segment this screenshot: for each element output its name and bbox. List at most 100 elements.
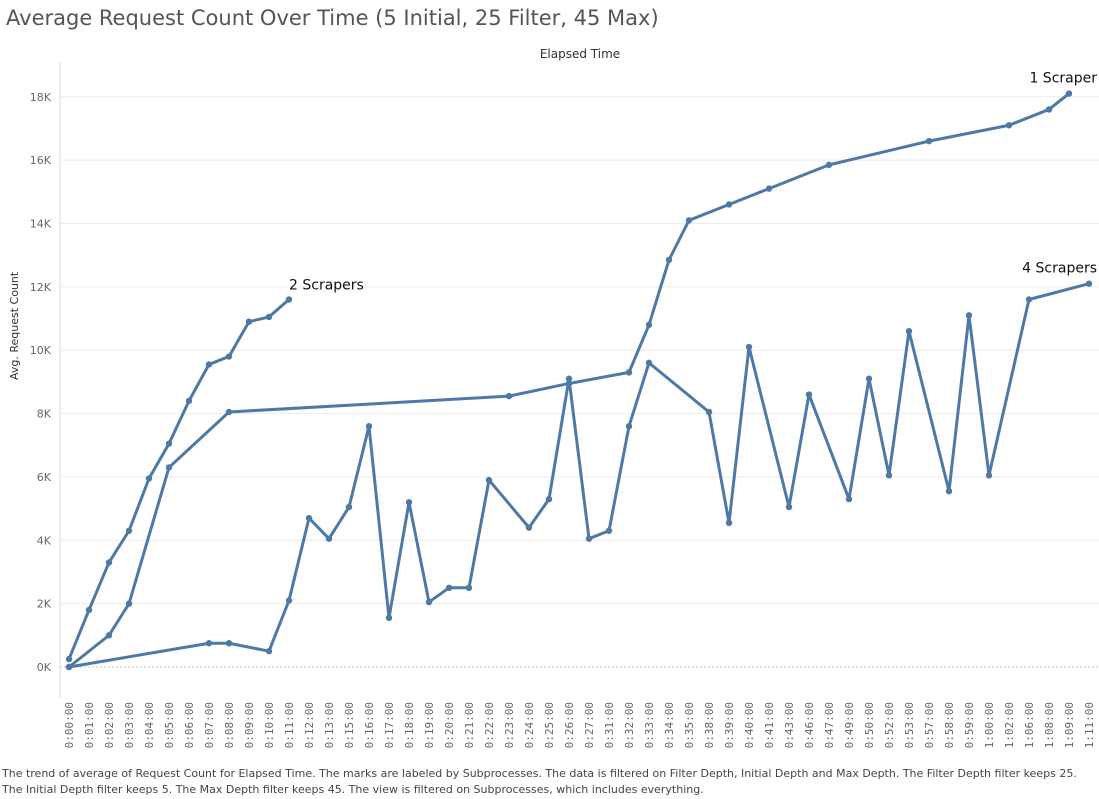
series-line [67, 298, 290, 660]
y-tick-label: 4K [37, 534, 52, 547]
y-tick-label: 16K [30, 154, 52, 167]
x-tick-label: 0:05:00 [163, 702, 176, 748]
x-tick-label: 0:43:00 [783, 702, 796, 748]
x-tick-label: 0:06:00 [183, 702, 196, 748]
data-point [645, 359, 653, 367]
series-line [68, 282, 1090, 669]
x-tick-label: 1:09:00 [1063, 702, 1076, 748]
data-point [125, 600, 133, 607]
x-tick-label: 0:18:00 [403, 702, 416, 748]
data-point [865, 375, 873, 382]
x-tick-label: 1:11:00 [1083, 702, 1096, 748]
data-point [565, 375, 573, 382]
x-tick-label: 0:41:00 [763, 702, 776, 748]
data-point [265, 313, 273, 321]
data-point [905, 327, 913, 335]
x-tick-label: 0:08:00 [223, 702, 236, 748]
data-point [665, 256, 673, 264]
x-tick-label: 0:12:00 [303, 702, 316, 748]
x-tick-label: 0:46:00 [803, 702, 816, 748]
series-label: 1 Scraper [1029, 71, 1097, 87]
data-point [325, 535, 333, 542]
data-point [885, 472, 893, 479]
x-tick-label: 0:26:00 [563, 702, 576, 748]
data-point [945, 487, 953, 495]
data-point [925, 137, 933, 145]
x-tick-label: 0:09:00 [243, 702, 256, 748]
x-tick-label: 0:20:00 [443, 702, 456, 748]
data-point [405, 499, 413, 506]
data-point [425, 598, 433, 606]
x-tick-label: 0:40:00 [743, 702, 756, 748]
data-point [605, 527, 613, 534]
data-point [805, 391, 813, 398]
data-point [765, 185, 773, 192]
x-tick-label: 0:50:00 [863, 702, 876, 748]
x-tick-label: 0:32:00 [623, 702, 636, 748]
x-tick-label: 0:27:00 [583, 702, 596, 748]
x-tick-label: 0:21:00 [463, 702, 476, 748]
x-tick-label: 0:04:00 [143, 702, 156, 748]
data-point [65, 655, 73, 663]
data-point [825, 161, 833, 169]
data-point [445, 584, 453, 591]
data-point [285, 597, 293, 604]
data-point [225, 640, 233, 647]
series-label: 2 Scrapers [289, 278, 364, 294]
data-point [845, 495, 853, 503]
data-point [505, 392, 513, 400]
chart-title: Average Request Count Over Time (5 Initi… [6, 6, 659, 30]
data-point [85, 606, 93, 614]
x-tick-label: 0:17:00 [383, 702, 396, 748]
x-tick-label: 0:59:00 [963, 702, 976, 748]
x-tick-label: 0:35:00 [683, 702, 696, 748]
data-point [1065, 90, 1073, 97]
data-point [965, 312, 973, 319]
series-line [68, 92, 1070, 669]
data-point [125, 527, 133, 534]
x-tick-label: 0:24:00 [523, 702, 536, 748]
x-tick-label: 0:53:00 [903, 702, 916, 748]
data-point [725, 519, 733, 527]
data-point [545, 495, 553, 503]
data-point [745, 343, 753, 351]
data-point [485, 476, 493, 484]
x-tick-label: 0:31:00 [603, 702, 616, 748]
x-tick-label: 1:06:00 [1023, 702, 1036, 748]
x-tick-label: 0:23:00 [503, 702, 516, 748]
data-point [705, 408, 713, 416]
data-point [145, 475, 153, 482]
chart-caption: The trend of average of Request Count fo… [2, 767, 1077, 796]
y-tick-label: 12K [30, 281, 52, 294]
data-point [1045, 106, 1053, 113]
series-label: 4 Scrapers [1022, 261, 1097, 277]
data-point [625, 369, 633, 376]
x-tick-label: 0:25:00 [543, 702, 556, 748]
data-point [65, 663, 73, 671]
data-point [1085, 280, 1093, 287]
x-tick-label: 0:52:00 [883, 702, 896, 748]
x-tick-label: 0:58:00 [943, 702, 956, 748]
x-tick-label: 0:03:00 [123, 702, 136, 748]
data-point [245, 318, 253, 325]
y-tick-label: 10K [30, 344, 52, 357]
x-tick-label: 0:15:00 [343, 702, 356, 748]
x-tick-label: 0:10:00 [263, 702, 276, 748]
x-tick-label: 0:02:00 [103, 702, 116, 748]
x-tick-label: 0:22:00 [483, 702, 496, 748]
data-point [185, 397, 193, 405]
x-tick-label: 1:08:00 [1043, 702, 1056, 748]
data-point [225, 408, 233, 416]
x-tick-label: 0:07:00 [203, 702, 216, 748]
x-axis-title: Elapsed Time [539, 47, 621, 61]
data-point [685, 217, 693, 224]
data-point [985, 472, 993, 479]
data-point [285, 296, 293, 303]
y-tick-label: 0K [37, 661, 52, 674]
data-point [525, 524, 533, 531]
data-point [165, 464, 173, 471]
data-point [205, 361, 213, 368]
x-tick-label: 0:00:00 [63, 702, 76, 748]
data-point [725, 201, 733, 208]
